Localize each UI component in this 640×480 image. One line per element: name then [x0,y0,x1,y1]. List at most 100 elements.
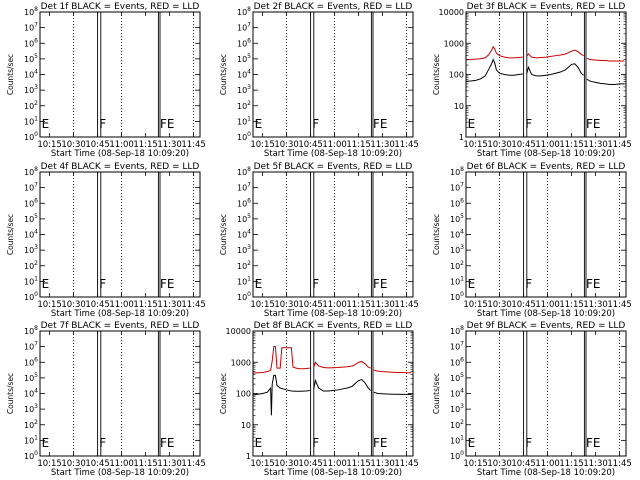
y-tick-label: 10 [241,421,251,430]
y-tick-label: 105 [237,53,251,64]
y-tick-label: 105 [24,372,38,383]
y-tick-label: 1000 [444,39,464,48]
x-tick-label: 11:45 [394,140,419,150]
region-marker-fe: FE [373,117,387,131]
series-lld-line [252,345,310,374]
x-tick-label: 10:45 [511,459,536,469]
region-marker-e: E [42,117,50,131]
plot-frame [39,171,201,298]
y-tick-label: 101 [24,115,38,126]
x-tick-label: 10:15 [250,459,275,469]
x-tick-label: 10:30 [274,459,299,469]
region-marker-f: F [312,117,319,131]
panel-det-7: Det 7f BLACK = Events, RED = LLD Counts/s… [6,321,206,478]
x-tick-label: 11:00 [322,459,347,469]
x-tick-label: 11:00 [535,140,560,150]
start-time-label: Start Time (08-Sep-18 10:09:20) [477,149,615,159]
plot-frame [39,11,201,138]
x-tick-label: 11:45 [607,300,632,310]
start-time-label: Start Time (08-Sep-18 10:09:20) [51,149,189,159]
y-tick-label: 107 [450,341,464,352]
x-tick-label: 10:15 [250,300,275,310]
panel-det-1: Det 1f BLACK = Events, RED = LLD Counts/s… [6,2,206,159]
y-tick-label: 107 [24,341,38,352]
panel-det-5: Det 5f BLACK = Events, RED = LLD Counts/s… [219,162,419,319]
y-tick-label: 106 [24,356,38,367]
x-tick-label: 11:45 [394,300,419,310]
y-tick-label: 105 [450,372,464,383]
panel-title: Det 5f BLACK = Events, RED = LLD [254,162,413,172]
x-tick-label: 10:15 [463,459,488,469]
x-tick-label: 11:30 [157,140,182,150]
x-tick-label: 10:30 [274,140,299,150]
x-tick-label: 11:15 [346,140,371,150]
region-marker-e: E [468,117,476,131]
y-axis-label: Counts/sec [6,214,15,255]
series-lld-line [373,369,412,374]
x-tick-label: 11:00 [535,459,560,469]
region-marker-f: F [99,436,106,450]
plot-frame [252,11,414,138]
x-tick-label: 11:45 [607,140,632,150]
y-tick-label: 102 [450,260,464,271]
y-tick-label: 101 [24,275,38,286]
y-tick-label: 108 [237,6,251,17]
y-axis-label: Counts/sec [219,54,228,95]
y-axis-label: Counts/sec [219,214,228,255]
x-tick-label: 10:45 [511,300,536,310]
series-events-line [586,78,625,85]
plot-frame [465,330,627,457]
y-tick-label: 10000 [226,327,251,336]
y-tick-label: 100 [236,390,251,399]
panel-det-4: Det 4f BLACK = Events, RED = LLD Counts/s… [6,162,206,319]
x-tick-label: 10:30 [274,300,299,310]
panel-title: Det 7f BLACK = Events, RED = LLD [41,321,200,331]
y-tick-label: 1000 [231,358,251,367]
x-tick-label: 10:30 [61,300,86,310]
x-tick-label: 11:00 [109,459,134,469]
x-tick-label: 10:45 [85,140,110,150]
plot-frame [465,11,627,138]
y-tick-label: 105 [237,213,251,224]
y-tick-label: 104 [450,388,464,399]
y-tick-label: 102 [237,260,251,271]
y-tick-label: 102 [450,419,464,430]
x-tick-label: 11:15 [346,300,371,310]
y-tick-label: 101 [450,434,464,445]
y-tick-label: 100 [450,450,464,461]
y-tick-label: 106 [237,197,251,208]
region-marker-e: E [255,117,263,131]
panel-det-2: Det 2f BLACK = Events, RED = LLD Counts/s… [219,2,419,159]
y-tick-label: 106 [237,37,251,48]
series-lld-line [313,361,371,369]
y-tick-label: 105 [24,213,38,224]
y-tick-label: 103 [450,403,464,414]
y-axis-label: Counts/sec [432,373,441,414]
y-tick-label: 1 [459,133,464,142]
panel-title: Det 9f BLACK = Events, RED = LLD [467,321,626,331]
y-tick-label: 108 [24,6,38,17]
x-tick-label: 10:15 [37,300,62,310]
x-tick-label: 11:30 [157,300,182,310]
y-tick-label: 102 [237,100,251,111]
y-tick-label: 104 [24,388,38,399]
plot-frame [252,330,414,457]
series-lld-line [586,57,625,62]
x-tick-label: 10:30 [487,459,512,469]
x-tick-label: 11:30 [370,140,395,150]
x-tick-label: 10:15 [463,140,488,150]
x-tick-label: 10:30 [61,459,86,469]
region-marker-fe: FE [586,436,600,450]
y-tick-label: 100 [237,291,251,302]
x-tick-label: 10:30 [61,140,86,150]
region-marker-f: F [312,436,319,450]
start-time-label: Start Time (08-Sep-18 10:09:20) [264,309,402,319]
y-tick-label: 107 [24,22,38,33]
plot-frame [465,171,627,298]
y-tick-label: 108 [450,325,464,336]
y-tick-label: 100 [24,450,38,461]
x-tick-label: 11:00 [109,140,134,150]
x-tick-label: 10:45 [298,300,323,310]
y-tick-label: 100 [449,71,464,80]
